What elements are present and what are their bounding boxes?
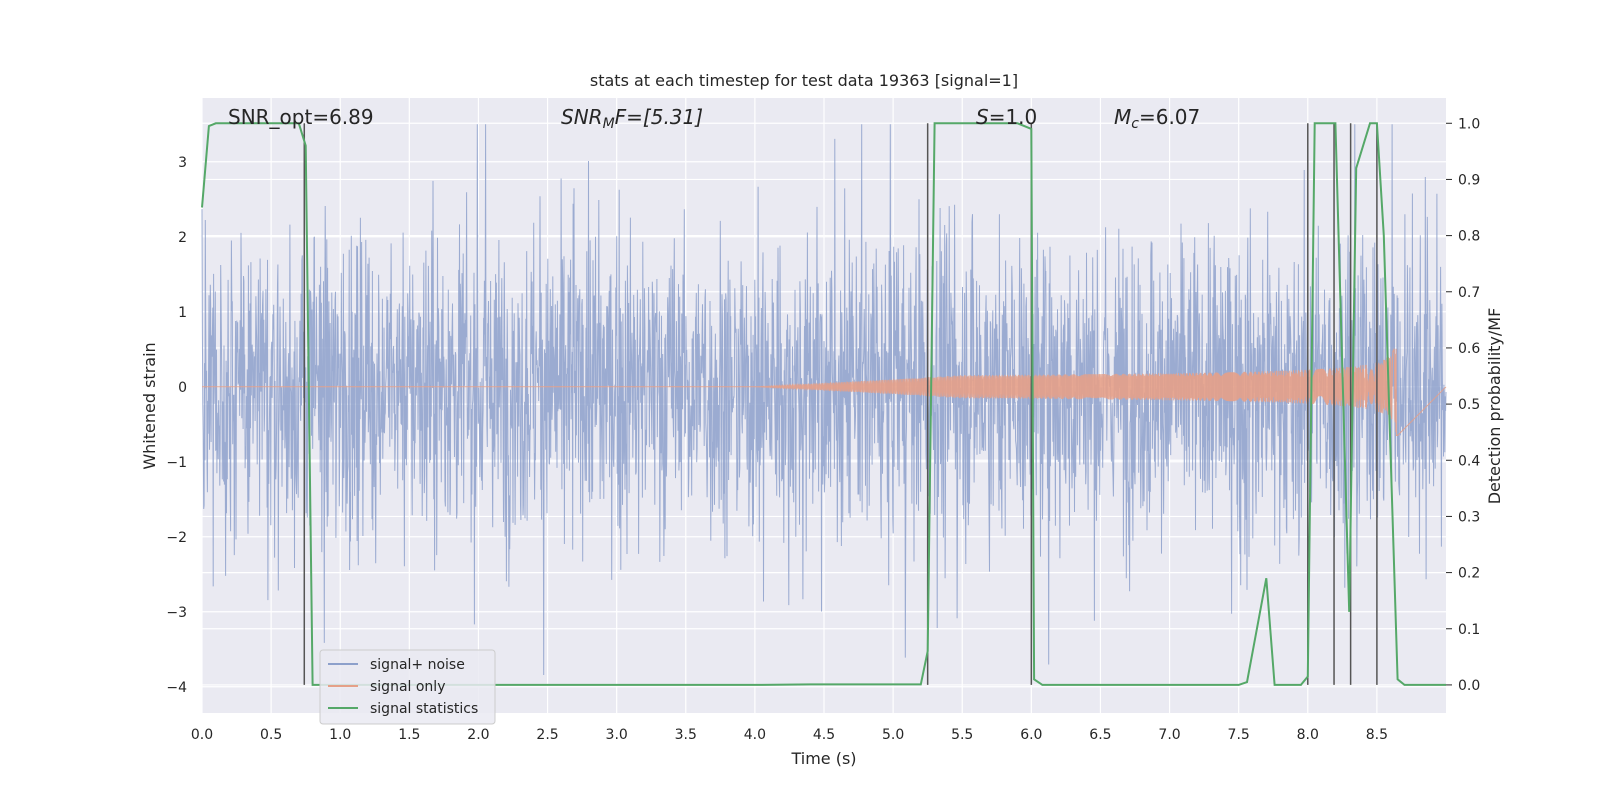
chirp-trace — [202, 348, 1447, 436]
annotation-snr-opt: SNR_opt=6.89 — [228, 105, 374, 129]
x-tick-label: 8.0 — [1297, 727, 1319, 743]
y-right-tick-label: 0.2 — [1458, 566, 1480, 582]
y-left-axis-label: Whitened strain — [140, 342, 159, 469]
y-left-axis-ticks: −4 −3 −2 −1 0 1 2 3 — [166, 155, 187, 696]
annotation-s: S=1.0 — [976, 105, 1037, 129]
legend-label-signal-statistics: signal statistics — [370, 701, 478, 717]
x-tick-label: 6.5 — [1089, 727, 1111, 743]
series-signal-statistics — [201, 122, 1446, 686]
y-right-tick-label: 0.0 — [1458, 678, 1480, 694]
y-left-tick-label: −4 — [166, 680, 187, 696]
statistics-line — [201, 122, 1446, 686]
legend: signal+ noise signal only signal statist… — [319, 649, 496, 725]
x-tick-label: 5.0 — [882, 727, 904, 743]
y-right-tick-label: 0.4 — [1458, 453, 1480, 469]
x-axis-label: Time (s) — [790, 749, 856, 768]
x-tick-label: 8.5 — [1366, 727, 1388, 743]
legend-label-signal-only: signal only — [370, 679, 445, 695]
y-left-tick-label: 2 — [178, 230, 187, 246]
chart-title: stats at each timestep for test data 193… — [590, 71, 1018, 90]
x-tick-label: 1.0 — [329, 727, 351, 743]
y-right-tick-label: 0.5 — [1458, 397, 1480, 413]
legend-label-signal-plus-noise: signal+ noise — [370, 657, 465, 673]
y-right-tick-label: 0.9 — [1458, 172, 1480, 188]
x-tick-label: 5.5 — [951, 727, 973, 743]
y-right-tick-label: 0.7 — [1458, 285, 1480, 301]
y-right-axis-ticks: 0.0 0.1 0.2 0.3 0.4 0.5 0.6 0.7 0.8 0.9 1.0 — [1446, 116, 1480, 694]
x-tick-label: 3.5 — [675, 727, 697, 743]
x-tick-label: 0.5 — [260, 727, 282, 743]
annotation-mc: Mc=6.07 — [1114, 105, 1200, 132]
y-left-tick-label: 0 — [178, 380, 187, 396]
series-signal-only — [202, 348, 1447, 436]
y-left-tick-label: −2 — [166, 530, 187, 546]
y-right-tick-label: 0.8 — [1458, 229, 1480, 245]
y-left-tick-label: 1 — [178, 305, 187, 321]
x-tick-label: 7.5 — [1228, 727, 1250, 743]
y-right-tick-label: 0.3 — [1458, 509, 1480, 525]
y-right-tick-label: 1.0 — [1458, 116, 1480, 132]
x-tick-label: 2.0 — [467, 727, 489, 743]
y-left-tick-label: −3 — [166, 605, 187, 621]
y-right-tick-label: 0.1 — [1458, 622, 1480, 638]
y-right-axis-label: Detection probability/MF — [1485, 308, 1504, 505]
annotation-snr-mf: SNRMF=[5.31] — [561, 105, 703, 132]
legend-box — [319, 649, 496, 725]
y-right-tick-label: 0.6 — [1458, 341, 1480, 357]
x-axis-ticks: 0.0 0.5 1.0 1.5 2.0 2.5 3.0 3.5 4.0 4.5 5.0 5.5 6.0 6… — [191, 727, 1388, 743]
x-tick-label: 2.5 — [536, 727, 558, 743]
x-tick-label: 4.0 — [744, 727, 766, 743]
x-tick-label: 0.0 — [191, 727, 213, 743]
y-left-tick-label: −1 — [166, 455, 187, 471]
noise-trace — [201, 124, 1447, 676]
series-signal-plus-noise — [201, 124, 1447, 676]
x-tick-label: 6.0 — [1020, 727, 1042, 743]
x-tick-label: 3.0 — [606, 727, 628, 743]
x-tick-label: 7.0 — [1158, 727, 1180, 743]
y-left-tick-label: 3 — [178, 155, 187, 171]
x-tick-label: 4.5 — [813, 727, 835, 743]
x-tick-label: 1.5 — [398, 727, 420, 743]
